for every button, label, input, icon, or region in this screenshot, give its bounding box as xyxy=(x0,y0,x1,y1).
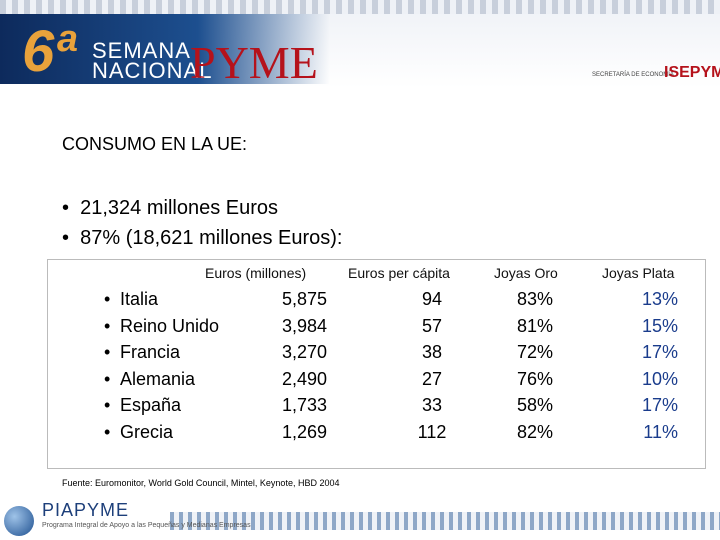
table-box xyxy=(47,259,706,469)
header-band xyxy=(0,0,720,14)
header-line: SEMANA xyxy=(92,38,191,63)
brand: PYME xyxy=(190,37,318,88)
table-cell: 82% xyxy=(516,421,554,442)
table-cell: 17% xyxy=(641,395,678,415)
slide-title: CONSUMO EN LA UE: xyxy=(62,134,248,154)
table-cell: 72% xyxy=(516,342,554,362)
table-cell: 11% xyxy=(643,421,678,442)
table-cell: 17% xyxy=(641,342,678,362)
bullet-text: 21,324 millones Euros xyxy=(80,197,279,219)
ministry-logo: SECRETARÍA DE ECONOMÍA xyxy=(592,72,674,78)
bullet-text: 87% (18,621 millones Euros): xyxy=(80,227,343,249)
column-header: Euros (millones) xyxy=(205,265,307,281)
table-cell: 2,490 xyxy=(281,368,327,389)
table-cell: 27 xyxy=(421,368,443,389)
table-cell: 83% xyxy=(516,289,554,309)
table-cell: 3,984 xyxy=(281,315,327,336)
footer-logo: PIAPYME xyxy=(42,500,130,520)
table-cell: 1,269 xyxy=(281,421,327,442)
table-cell: 13% xyxy=(641,289,678,309)
table-cell: 112 xyxy=(417,421,447,442)
header-banner xyxy=(0,14,330,84)
column-header: Joyas Oro xyxy=(494,265,558,281)
row-bullet: • xyxy=(104,342,111,362)
row-bullet: • xyxy=(104,395,111,415)
table-cell: 1,733 xyxy=(281,395,327,415)
table-cell: 5,875 xyxy=(281,289,327,309)
country: Grecia xyxy=(120,421,174,442)
table-cell: 33 xyxy=(421,395,443,415)
table-cell: 76% xyxy=(516,368,554,389)
table-cell: 94 xyxy=(421,289,443,309)
footer-tagline: Programa Integral de Apoyo a las Pequeña… xyxy=(42,522,251,529)
bullet: • 21,324 millones Euros xyxy=(62,197,279,219)
row-bullet: • xyxy=(104,421,111,442)
country: Italia xyxy=(120,289,159,309)
partner-logo: ISEPYME xyxy=(664,64,720,81)
table-cell: 15% xyxy=(641,315,678,336)
table-cell: 10% xyxy=(641,368,678,389)
row-bullet: • xyxy=(104,315,111,336)
column-header: Euros per cápita xyxy=(348,265,450,281)
country: Francia xyxy=(120,342,181,362)
row-bullet: • xyxy=(104,368,111,389)
row-bullet: • xyxy=(104,289,111,309)
table-cell: 3,270 xyxy=(281,342,327,362)
table-cell: 38 xyxy=(421,342,443,362)
source: Fuente: Euromonitor, World Gold Council,… xyxy=(62,478,340,488)
column-header: Joyas Plata xyxy=(602,265,675,281)
country: Alemania xyxy=(120,368,196,389)
table-cell: 57 xyxy=(421,315,443,336)
footer-icon xyxy=(4,506,34,536)
header-line: NACIONAL xyxy=(92,58,213,83)
table-cell: 81% xyxy=(516,315,554,336)
footer-band xyxy=(170,512,720,530)
table-cell: 58% xyxy=(516,395,554,415)
edition-number: 6ª xyxy=(22,19,76,84)
bullet: • 87% (18,621 millones Euros): xyxy=(62,227,343,249)
country: España xyxy=(120,395,182,415)
country: Reino Unido xyxy=(120,315,220,336)
